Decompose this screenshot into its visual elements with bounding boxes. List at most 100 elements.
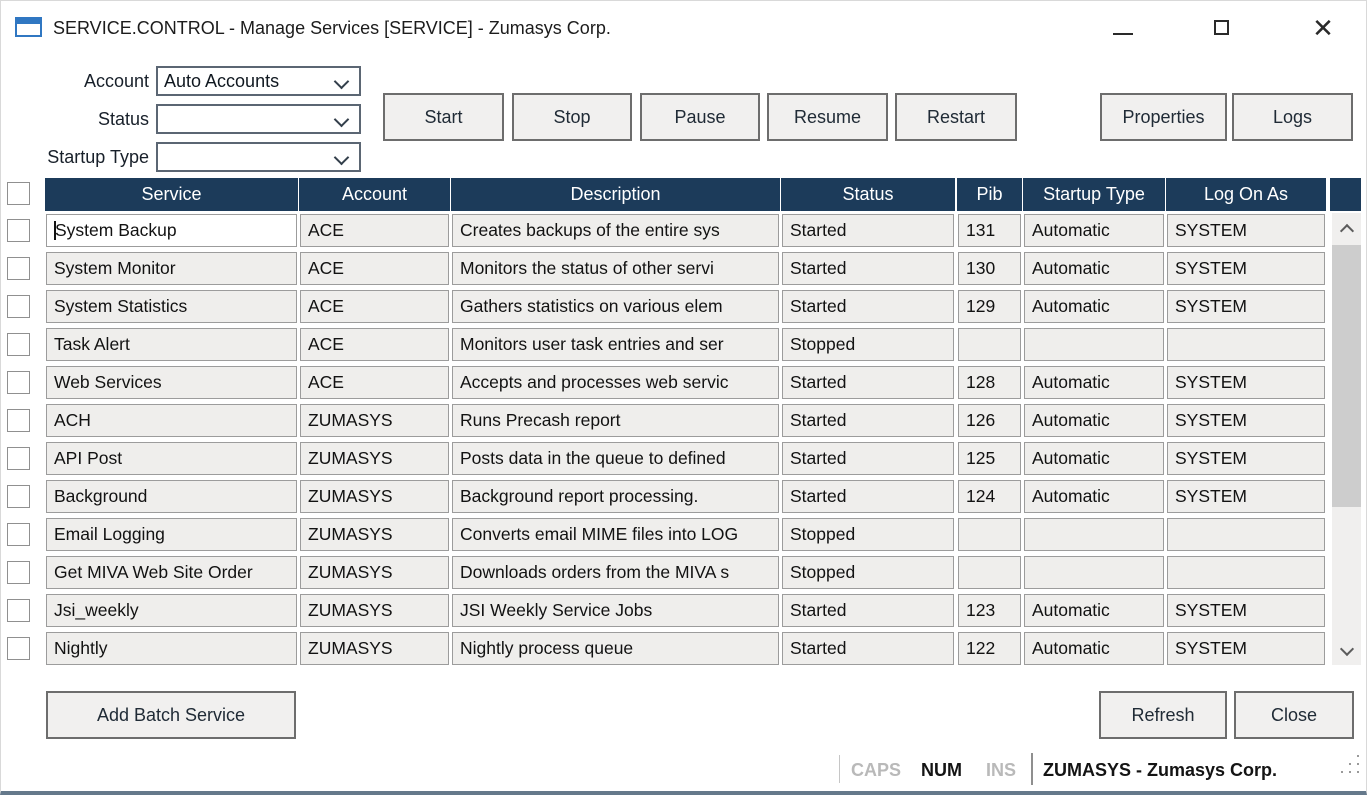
cell-service[interactable]: Jsi_weekly (46, 594, 297, 627)
cell-log-on-as[interactable] (1167, 518, 1325, 551)
cell-description[interactable]: Downloads orders from the MIVA s (452, 556, 779, 589)
cell-log-on-as[interactable]: SYSTEM (1167, 594, 1325, 627)
cell-account[interactable]: ACE (300, 328, 449, 361)
row-checkbox[interactable] (7, 447, 30, 470)
cell-pib[interactable]: 131 (958, 214, 1021, 247)
cell-pib[interactable]: 128 (958, 366, 1021, 399)
cell-log-on-as[interactable]: SYSTEM (1167, 632, 1325, 665)
cell-description[interactable]: Monitors the status of other servi (452, 252, 779, 285)
cell-pib[interactable]: 123 (958, 594, 1021, 627)
scroll-down-button[interactable] (1332, 635, 1361, 665)
cell-status[interactable]: Stopped (782, 518, 954, 551)
close-dialog-button[interactable]: Close (1234, 691, 1354, 739)
cell-status[interactable]: Started (782, 632, 954, 665)
cell-service[interactable]: Background (46, 480, 297, 513)
cell-startup-type[interactable]: Automatic (1024, 214, 1164, 247)
account-select[interactable]: Auto Accounts (156, 66, 361, 96)
cell-description[interactable]: Nightly process queue (452, 632, 779, 665)
cell-log-on-as[interactable]: SYSTEM (1167, 442, 1325, 475)
cell-log-on-as[interactable]: SYSTEM (1167, 252, 1325, 285)
cell-account[interactable]: ZUMASYS (300, 404, 449, 437)
status-select[interactable] (156, 104, 361, 134)
cell-account[interactable]: ACE (300, 290, 449, 323)
cell-startup-type[interactable]: Automatic (1024, 366, 1164, 399)
row-checkbox[interactable] (7, 333, 30, 356)
cell-description[interactable]: Accepts and processes web servic (452, 366, 779, 399)
cell-account[interactable]: ACE (300, 214, 449, 247)
cell-log-on-as[interactable] (1167, 556, 1325, 589)
cell-description[interactable]: Runs Precash report (452, 404, 779, 437)
cell-service[interactable]: System Backup (46, 214, 297, 247)
cell-status[interactable]: Started (782, 252, 954, 285)
cell-account[interactable]: ZUMASYS (300, 442, 449, 475)
app-icon[interactable] (15, 17, 42, 37)
properties-button[interactable]: Properties (1100, 93, 1227, 141)
cell-description[interactable]: Converts email MIME files into LOG (452, 518, 779, 551)
cell-startup-type[interactable]: Automatic (1024, 404, 1164, 437)
cell-account[interactable]: ACE (300, 366, 449, 399)
cell-log-on-as[interactable] (1167, 328, 1325, 361)
cell-status[interactable]: Stopped (782, 556, 954, 589)
start-button[interactable]: Start (383, 93, 504, 141)
cell-status[interactable]: Started (782, 442, 954, 475)
cell-status[interactable]: Started (782, 290, 954, 323)
cell-service[interactable]: Email Logging (46, 518, 297, 551)
cell-account[interactable]: ACE (300, 252, 449, 285)
cell-description[interactable]: Gathers statistics on various elem (452, 290, 779, 323)
cell-service[interactable]: Nightly (46, 632, 297, 665)
cell-pib[interactable]: 122 (958, 632, 1021, 665)
cell-service[interactable]: Get MIVA Web Site Order (46, 556, 297, 589)
vertical-scrollbar[interactable] (1332, 213, 1361, 665)
restart-button[interactable]: Restart (895, 93, 1017, 141)
cell-pib[interactable]: 129 (958, 290, 1021, 323)
cell-startup-type[interactable]: Automatic (1024, 480, 1164, 513)
cell-startup-type[interactable]: Automatic (1024, 632, 1164, 665)
cell-startup-type[interactable]: Automatic (1024, 442, 1164, 475)
resume-button[interactable]: Resume (767, 93, 888, 141)
row-checkbox[interactable] (7, 485, 30, 508)
cell-startup-type[interactable] (1024, 328, 1164, 361)
cell-pib[interactable] (958, 556, 1021, 589)
cell-pib[interactable] (958, 328, 1021, 361)
cell-service[interactable]: Task Alert (46, 328, 297, 361)
cell-status[interactable]: Started (782, 214, 954, 247)
cell-service[interactable]: Web Services (46, 366, 297, 399)
row-checkbox[interactable] (7, 219, 30, 242)
logs-button[interactable]: Logs (1232, 93, 1353, 141)
cell-pib[interactable]: 124 (958, 480, 1021, 513)
refresh-button[interactable]: Refresh (1099, 691, 1227, 739)
cell-startup-type[interactable]: Automatic (1024, 594, 1164, 627)
cell-pib[interactable]: 126 (958, 404, 1021, 437)
row-checkbox[interactable] (7, 523, 30, 546)
cell-service[interactable]: System Statistics (46, 290, 297, 323)
row-checkbox[interactable] (7, 561, 30, 584)
scrollbar-thumb[interactable] (1332, 245, 1361, 507)
cell-status[interactable]: Started (782, 594, 954, 627)
cell-startup-type[interactable] (1024, 556, 1164, 589)
stop-button[interactable]: Stop (512, 93, 632, 141)
row-checkbox[interactable] (7, 295, 30, 318)
scroll-up-button[interactable] (1332, 213, 1361, 243)
cell-account[interactable]: ZUMASYS (300, 594, 449, 627)
resize-grip-icon[interactable] (1341, 771, 1343, 773)
row-checkbox[interactable] (7, 409, 30, 432)
row-checkbox[interactable] (7, 599, 30, 622)
cell-status[interactable]: Stopped (782, 328, 954, 361)
cell-status[interactable]: Started (782, 480, 954, 513)
row-checkbox[interactable] (7, 257, 30, 280)
cell-startup-type[interactable] (1024, 518, 1164, 551)
select-all-checkbox[interactable] (7, 182, 30, 205)
cell-description[interactable]: JSI Weekly Service Jobs (452, 594, 779, 627)
cell-status[interactable]: Started (782, 404, 954, 437)
cell-description[interactable]: Monitors user task entries and ser (452, 328, 779, 361)
cell-description[interactable]: Creates backups of the entire sys (452, 214, 779, 247)
cell-log-on-as[interactable]: SYSTEM (1167, 214, 1325, 247)
minimize-button[interactable] (1101, 7, 1145, 49)
cell-pib[interactable] (958, 518, 1021, 551)
cell-account[interactable]: ZUMASYS (300, 518, 449, 551)
cell-description[interactable]: Posts data in the queue to defined (452, 442, 779, 475)
cell-log-on-as[interactable]: SYSTEM (1167, 480, 1325, 513)
cell-service[interactable]: API Post (46, 442, 297, 475)
cell-log-on-as[interactable]: SYSTEM (1167, 290, 1325, 323)
add-batch-service-button[interactable]: Add Batch Service (46, 691, 296, 739)
